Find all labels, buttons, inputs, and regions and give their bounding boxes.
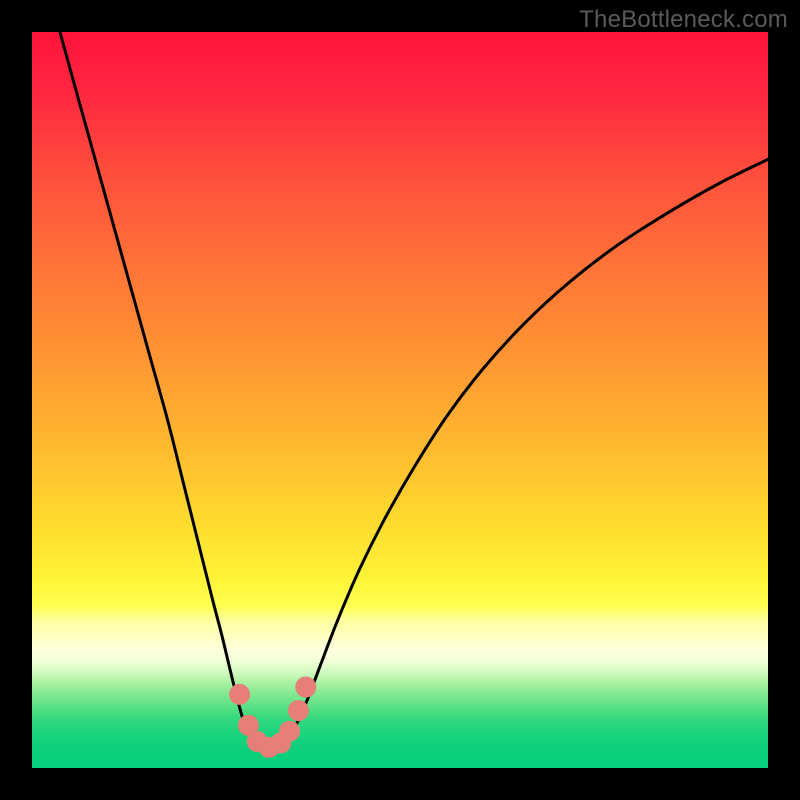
dip-marker — [280, 721, 300, 741]
dip-marker — [288, 701, 308, 721]
chart-svg — [32, 32, 768, 768]
dip-marker — [296, 677, 316, 697]
watermark-text: TheBottleneck.com — [579, 6, 788, 34]
gradient-background — [32, 32, 768, 768]
dip-marker — [230, 684, 250, 704]
bottleneck-curve-chart — [32, 32, 768, 768]
